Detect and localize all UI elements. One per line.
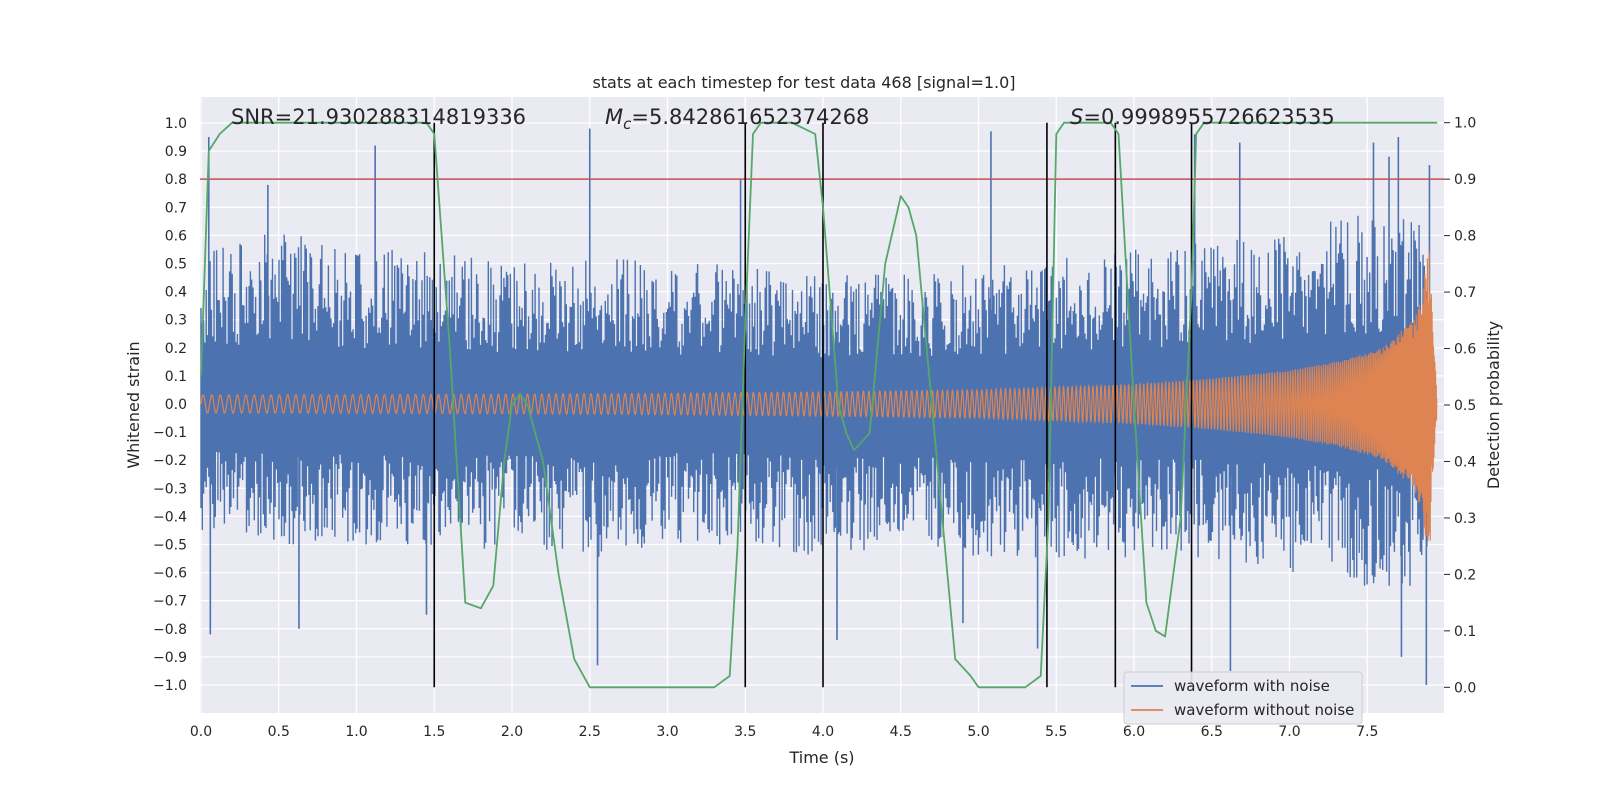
annotation-chirp-mass: Mc=5.842861652374268 xyxy=(605,105,869,133)
y-tick-label: 1.0 xyxy=(165,116,187,132)
y-tick-label: 0.4 xyxy=(165,285,187,301)
x-tick-label: 4.5 xyxy=(890,724,912,740)
y2-axis-label: Detection probability xyxy=(1484,321,1503,489)
y-axis-ticks: 1.0 0.9 0.8 0.7 0.6 0.5 0.4 0.3 0.2 0.1 0.0 −0.1 −0.… xyxy=(153,116,187,694)
mc-value: =5.842861652374268 xyxy=(631,105,869,129)
y-tick-label: −0.1 xyxy=(153,425,187,441)
x-tick-label: 6.5 xyxy=(1201,724,1223,740)
y-tick-label: 0.9 xyxy=(165,144,187,160)
legend: waveform with noise waveform without noi… xyxy=(1123,671,1363,725)
annotation-score: S=0.9998955726623535 xyxy=(1070,105,1335,129)
x-axis-label: Time (s) xyxy=(788,748,854,767)
y-tick-label: 0.5 xyxy=(165,257,187,273)
s-symbol: S xyxy=(1070,105,1083,129)
y2-tick-label: 0.2 xyxy=(1454,567,1476,583)
legend-label-waveform-without-noise: waveform without noise xyxy=(1174,701,1354,719)
y-tick-label: 0.6 xyxy=(165,228,187,244)
series-detection-probability xyxy=(200,121,1438,689)
y2-tick-label: 0.7 xyxy=(1454,285,1476,301)
event-lines xyxy=(433,122,1193,688)
x-tick-label: 4.0 xyxy=(812,724,834,740)
y2-tick-label: 0.0 xyxy=(1454,680,1476,696)
y-tick-label: 0.3 xyxy=(165,313,187,329)
y2-tick-label: 0.9 xyxy=(1454,172,1476,188)
y-tick-label: −0.3 xyxy=(153,481,187,497)
series-waveform-without-noise xyxy=(200,251,1438,542)
y2-tick-label: 0.3 xyxy=(1454,511,1476,527)
y-tick-label: 0.8 xyxy=(165,172,187,188)
x-tick-label: 1.0 xyxy=(345,724,367,740)
x-tick-label: 0.0 xyxy=(190,724,212,740)
y2-tick-label: 0.8 xyxy=(1454,229,1476,245)
x-tick-label: 5.5 xyxy=(1045,724,1067,740)
x-axis-ticks: 0.0 0.5 1.0 1.5 2.0 2.5 3.0 3.5 4.0 4.5 5.0 5.5 6.0 6… xyxy=(190,724,1379,740)
x-tick-label: 3.5 xyxy=(734,724,756,740)
mc-symbol: M xyxy=(605,105,623,129)
y-axis-label: Whitened strain xyxy=(124,341,143,468)
y2-tick-label: 1.0 xyxy=(1454,116,1476,132)
x-tick-label: 7.5 xyxy=(1356,724,1378,740)
x-tick-label: 3.0 xyxy=(656,724,678,740)
mc-subscript: c xyxy=(623,115,632,133)
s-value: =0.9998955726623535 xyxy=(1083,105,1334,129)
y-tick-label: 0.0 xyxy=(165,397,187,413)
legend-frame xyxy=(1123,671,1363,725)
annotation-snr: SNR=21.930288314819336 xyxy=(231,105,526,129)
x-tick-label: 2.0 xyxy=(501,724,523,740)
y-tick-label: −0.7 xyxy=(153,594,187,610)
y2-tick-label: 0.4 xyxy=(1454,454,1476,470)
x-tick-label: 7.0 xyxy=(1278,724,1300,740)
y-tick-label: −0.9 xyxy=(153,650,187,666)
x-tick-label: 5.0 xyxy=(967,724,989,740)
y2-tick-label: 0.5 xyxy=(1454,398,1476,414)
x-tick-label: 0.5 xyxy=(268,724,290,740)
chart-title: stats at each timestep for test data 468… xyxy=(592,73,1015,92)
y-tick-label: 0.7 xyxy=(165,200,187,216)
detection-probability-line xyxy=(200,121,1438,689)
x-tick-label: 6.0 xyxy=(1123,724,1145,740)
clean-waveform-trace xyxy=(200,251,1438,542)
y-tick-label: −0.6 xyxy=(153,566,187,582)
y2-axis-ticks: 1.0 0.9 0.8 0.7 0.6 0.5 0.4 0.3 0.2 0.1 0.0 xyxy=(1444,116,1476,696)
y-tick-label: −0.5 xyxy=(153,538,187,554)
y2-tick-label: 0.6 xyxy=(1454,342,1476,358)
y-tick-label: 0.2 xyxy=(165,341,187,357)
x-tick-label: 2.5 xyxy=(579,724,601,740)
y-tick-label: −1.0 xyxy=(153,678,187,694)
y-tick-label: 0.1 xyxy=(165,369,187,385)
y-tick-label: −0.4 xyxy=(153,509,187,525)
legend-label-waveform-with-noise: waveform with noise xyxy=(1174,677,1330,695)
y-tick-label: −0.2 xyxy=(153,453,187,469)
y2-tick-label: 0.1 xyxy=(1454,624,1476,640)
x-tick-label: 1.5 xyxy=(423,724,445,740)
y-tick-label: −0.8 xyxy=(153,622,187,638)
